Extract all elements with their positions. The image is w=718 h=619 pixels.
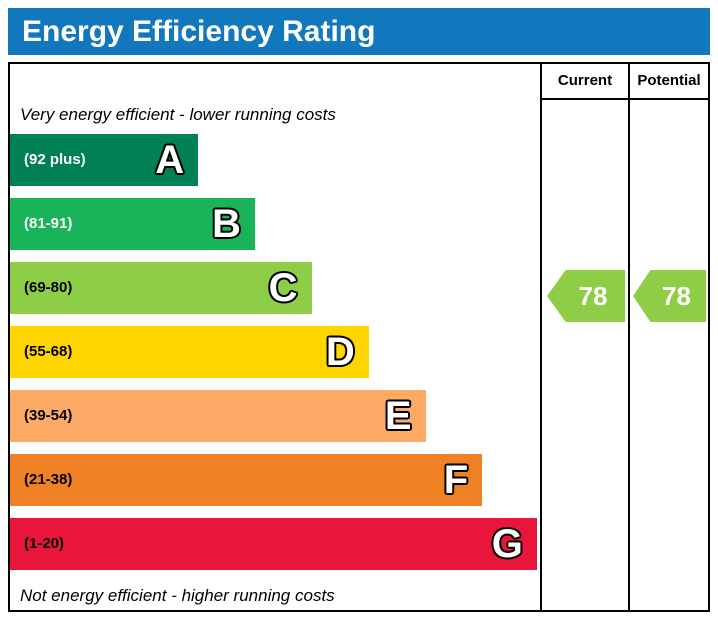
band-c-range: (69-80) (24, 279, 73, 296)
band-f-letter: F (443, 457, 469, 502)
current-rating-arrow: 78 (547, 270, 625, 322)
band-b-range: (81-91) (24, 215, 73, 232)
band-d: (55-68) D (10, 325, 369, 378)
band-g-letter: G (491, 521, 523, 566)
top-caption: Very energy efficient - lower running co… (20, 104, 336, 124)
band-a-letter: A (155, 137, 185, 182)
band-a: (92 plus) A (10, 133, 199, 186)
band-d-letter: D (325, 329, 355, 374)
band-b-letter: B (211, 201, 241, 246)
header-spacer (10, 64, 540, 96)
potential-column: Potential 78 (628, 64, 708, 610)
band-f-range: (21-38) (24, 471, 73, 488)
band-g-range: (1-20) (24, 535, 65, 552)
current-column: Current 78 (540, 64, 628, 610)
potential-header: Potential (630, 64, 708, 100)
epc-chart: Very energy efficient - lower running co… (8, 62, 710, 612)
band-g: (1-20) G (10, 517, 537, 570)
page-title: Energy Efficiency Rating (8, 8, 710, 55)
band-c: (69-80) C (10, 261, 312, 314)
band-a-range: (92 plus) (24, 151, 86, 168)
band-e-letter: E (384, 393, 412, 438)
band-f: (21-38) F (10, 453, 483, 506)
band-b: (81-91) B (10, 197, 255, 250)
band-e-range: (39-54) (24, 407, 73, 424)
bottom-caption: Not energy efficient - higher running co… (20, 585, 335, 605)
bands-column: Very energy efficient - lower running co… (10, 64, 540, 610)
band-c-letter: C (268, 265, 298, 310)
current-header: Current (542, 64, 628, 100)
band-d-range: (55-68) (24, 343, 73, 360)
potential-rating-arrow: 78 (633, 270, 706, 322)
bands: (92 plus) A (81-91) B (69-80) C (55-68) … (10, 133, 540, 582)
band-e: (39-54) E (10, 389, 426, 442)
